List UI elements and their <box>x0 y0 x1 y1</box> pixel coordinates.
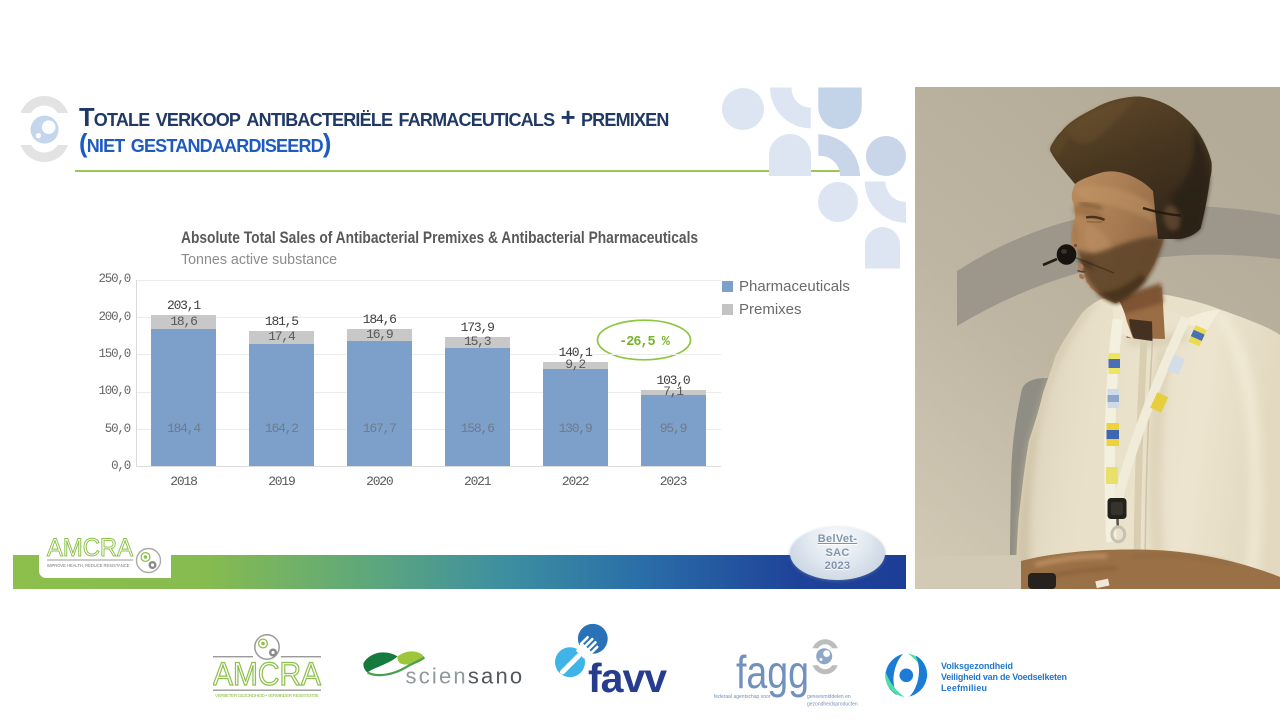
svg-text:-26,5 %: -26,5 % <box>619 335 671 350</box>
svg-text:geneesmiddelen en: geneesmiddelen en <box>807 694 851 700</box>
svg-text:fagg: fagg <box>736 646 809 698</box>
svg-text:Leefmilieu: Leefmilieu <box>941 683 987 693</box>
svg-text:VERBETER GEZONDHEID • VERMINDE: VERBETER GEZONDHEID • VERMINDER RESISTEN… <box>215 693 319 698</box>
svg-text:IMPROVE HEALTH, REDUCE RESISTA: IMPROVE HEALTH, REDUCE RESISTANCE <box>47 563 130 568</box>
svg-text:federaal agentschap voor: federaal agentschap voor <box>714 694 771 700</box>
svg-text:sciensano: sciensano <box>406 664 525 686</box>
svg-text:AMCRA: AMCRA <box>47 534 133 562</box>
svg-text:Veiligheid van de Voedselketen: Veiligheid van de Voedselketen <box>941 672 1067 682</box>
svg-text:Volksgezondheid: Volksgezondheid <box>941 661 1013 671</box>
svg-text:AMCRA: AMCRA <box>213 656 322 692</box>
svg-text:gezondheidsproducten: gezondheidsproducten <box>807 702 858 708</box>
svg-text:favv: favv <box>588 655 667 694</box>
